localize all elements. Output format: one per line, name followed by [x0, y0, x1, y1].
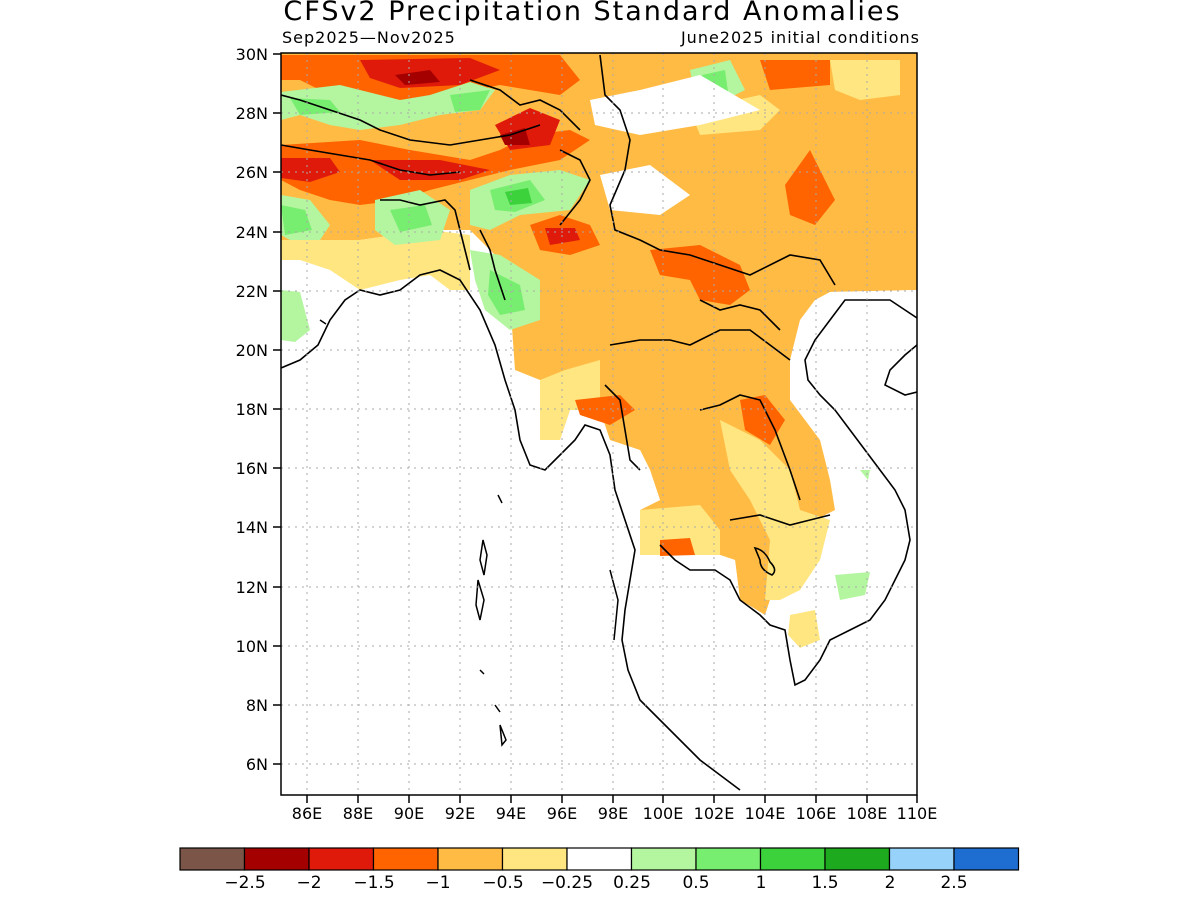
colorbar-swatch [179, 847, 246, 871]
colorbar-label: 0.25 [613, 873, 651, 893]
lon-label: 90E [394, 804, 424, 823]
colorbar-label: −0.25 [541, 873, 593, 893]
colorbar-label: 1 [756, 873, 767, 893]
anomaly-region [290, 98, 340, 115]
anomaly-region [540, 360, 600, 440]
gridlines [281, 53, 917, 795]
anomaly-region [488, 270, 525, 315]
anomaly-region [860, 470, 870, 480]
colorbar-swatch [759, 847, 826, 871]
lon-label: 94E [496, 804, 526, 823]
lat-label: 18N [236, 400, 268, 419]
anomaly-region [281, 158, 340, 182]
anomaly-region [281, 205, 312, 235]
colorbar-label: 2.5 [940, 873, 967, 893]
colorbar-swatch [888, 847, 955, 871]
lat-label: 12N [236, 578, 268, 597]
anomaly-region [390, 205, 432, 232]
anomaly-field [281, 53, 917, 795]
coastline [281, 54, 917, 791]
colorbar-swatch [953, 847, 1020, 871]
colorbar-swatch [630, 847, 697, 871]
colorbar-label: −1 [425, 873, 450, 893]
map-frame [280, 52, 918, 796]
lon-label: 104E [745, 804, 786, 823]
colorbar-swatch [437, 847, 504, 871]
anomaly-region [281, 290, 310, 342]
initial-conditions: June2025 initial conditions [680, 28, 920, 47]
colorbar-swatch [824, 847, 891, 871]
anomaly-region [660, 538, 695, 556]
anomaly-region [835, 572, 870, 600]
lat-label: 16N [236, 459, 268, 478]
lon-label: 96E [547, 804, 577, 823]
anomaly-region [281, 290, 917, 795]
lon-label: 108E [847, 804, 888, 823]
lat-label: 20N [236, 341, 268, 360]
anomaly-region [740, 395, 785, 445]
anomaly-region [395, 70, 440, 85]
anomaly-region [590, 75, 760, 135]
lon-label: 106E [796, 804, 837, 823]
map-title: CFSv2 Precipitation Standard Anomalies [283, 0, 902, 27]
lat-label: 30N [236, 45, 268, 64]
anomaly-region [788, 610, 820, 648]
colorbar-swatch [308, 847, 375, 871]
colorbar-swatch [501, 847, 568, 871]
colorbar-label: 2 [885, 873, 896, 893]
colorbar-swatch [566, 847, 633, 871]
colorbar-swatches [179, 847, 1020, 871]
anomaly-region [720, 420, 830, 600]
lat-label: 24N [236, 223, 268, 242]
colorbar-label: 1.5 [811, 873, 838, 893]
axis-ticks [273, 53, 918, 803]
lat-label: 22N [236, 282, 268, 301]
lon-label: 102E [694, 804, 735, 823]
anomaly-region [505, 188, 532, 205]
colorbar-swatch [372, 847, 439, 871]
lat-label: 28N [236, 104, 268, 123]
colorbar-labels: −2.5 −2 −1.5 −1 −0.5 −0.25 0.25 0.5 1 1.… [224, 873, 967, 893]
colorbar-label: −2 [296, 873, 321, 893]
colorbar-label: −1.5 [353, 873, 394, 893]
lat-label: 6N [246, 755, 268, 774]
colorbar: −2.5 −2 −1.5 −1 −0.5 −0.25 0.25 0.5 1 1.… [179, 847, 1020, 893]
lat-label: 10N [236, 637, 268, 656]
anomaly-region [760, 60, 830, 90]
forecast-period: Sep2025—Nov2025 [282, 28, 456, 47]
latitude-axis: 30N 28N 26N 24N 22N 20N 18N 16N 14N 12N … [236, 45, 268, 774]
colorbar-label: −2.5 [224, 873, 265, 893]
lon-label: 98E [598, 804, 628, 823]
anomaly-region [650, 245, 750, 305]
colorbar-label: 0.5 [682, 873, 709, 893]
anomaly-region [830, 60, 900, 100]
colorbar-swatch [695, 847, 762, 871]
lon-label: 110E [897, 804, 938, 823]
lat-label: 26N [236, 163, 268, 182]
lon-label: 88E [343, 804, 373, 823]
lon-label: 86E [292, 804, 322, 823]
lon-label: 92E [445, 804, 475, 823]
lat-label: 14N [236, 518, 268, 537]
colorbar-label: −0.5 [482, 873, 523, 893]
lon-label: 100E [643, 804, 684, 823]
lat-label: 8N [246, 696, 268, 715]
anomaly-region [785, 150, 835, 225]
anomaly-region [281, 82, 495, 130]
anomaly-region [500, 128, 530, 145]
longitude-axis: 86E 88E 90E 92E 94E 96E 98E 100E 102E 10… [292, 804, 938, 823]
colorbar-swatch [243, 847, 310, 871]
anomaly-region [815, 290, 917, 500]
